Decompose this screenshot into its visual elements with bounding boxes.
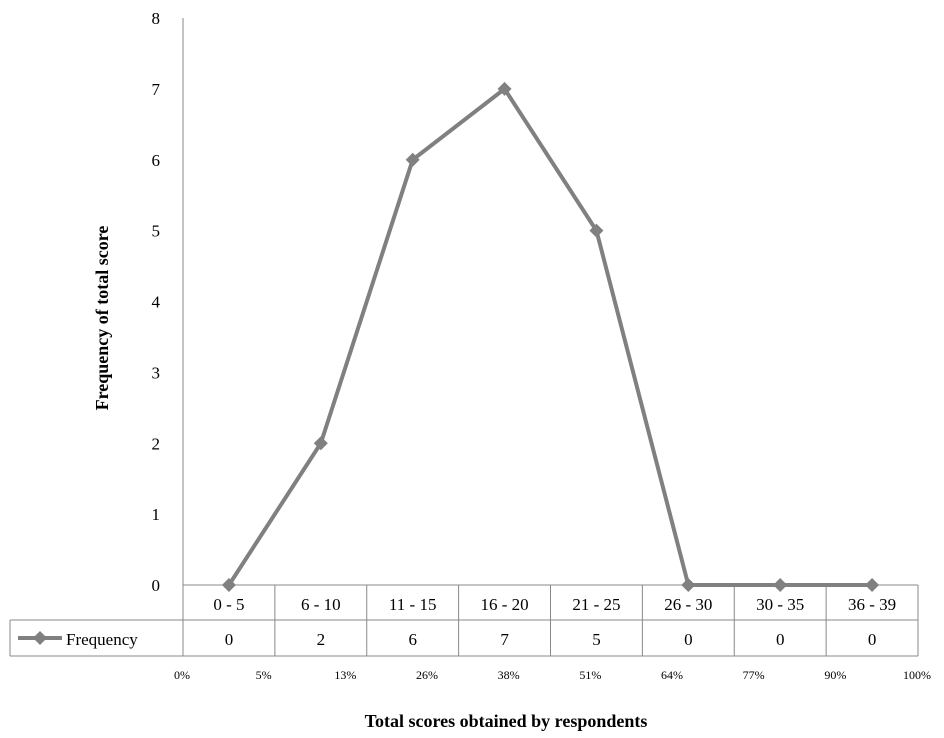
percent-label: 5% xyxy=(256,668,272,682)
percent-label: 51% xyxy=(579,668,601,682)
percent-label: 77% xyxy=(743,668,765,682)
y-tick-label: 6 xyxy=(152,151,161,170)
table-value: 0 xyxy=(868,630,877,649)
y-tick-label: 7 xyxy=(152,80,161,99)
legend-marker xyxy=(33,631,47,645)
y-tick-label: 3 xyxy=(152,363,161,382)
y-tick-label: 5 xyxy=(152,222,161,241)
x-category-label: 36 - 39 xyxy=(848,595,896,614)
y-axis-title: Frequency of total score xyxy=(92,226,112,411)
data-point-marker xyxy=(865,578,880,592)
x-category-label: 26 - 30 xyxy=(664,595,712,614)
data-point-marker xyxy=(589,223,604,238)
data-point-marker xyxy=(221,578,236,592)
y-tick-label: 0 xyxy=(152,576,161,595)
data-point-marker xyxy=(405,152,420,167)
legend-label: Frequency xyxy=(66,630,138,649)
data-point-marker xyxy=(497,81,512,96)
percent-label: 90% xyxy=(824,668,846,682)
y-tick-labels: 0 1 2 3 4 5 6 7 8 xyxy=(152,9,161,595)
data-point-marker xyxy=(773,578,788,592)
table-value: 7 xyxy=(500,630,509,649)
data-point-marker xyxy=(313,436,328,451)
table-value: 0 xyxy=(776,630,785,649)
data-point-marker xyxy=(681,578,696,592)
x-category-label: 6 - 10 xyxy=(301,595,341,614)
percent-labels: 0% 5% 13% 26% 38% 51% 64% 77% 90% 100% xyxy=(174,668,931,682)
x-axis-title: Total scores obtained by respondents xyxy=(365,711,648,731)
data-table: 0 - 5 6 - 10 11 - 15 16 - 20 21 - 25 26 - 30 3… xyxy=(9,584,919,657)
x-category-label: 0 - 5 xyxy=(213,595,244,614)
percent-label: 0% xyxy=(174,668,190,682)
x-category-label: 16 - 20 xyxy=(480,595,528,614)
y-tick-label: 8 xyxy=(152,9,161,28)
y-tick-label: 2 xyxy=(152,434,161,453)
table-value: 0 xyxy=(684,630,693,649)
table-value: 6 xyxy=(408,630,417,649)
y-tick-label: 4 xyxy=(152,293,161,312)
percent-label: 64% xyxy=(661,668,683,682)
series-line xyxy=(227,86,873,587)
table-value: 5 xyxy=(592,630,601,649)
series-frequency xyxy=(221,81,880,592)
x-category-label: 21 - 25 xyxy=(572,595,620,614)
percent-label: 100% xyxy=(903,668,931,682)
y-tick-label: 1 xyxy=(152,505,161,524)
x-category-label: 30 - 35 xyxy=(756,595,804,614)
table-value: 0 xyxy=(225,630,234,649)
table-value: 2 xyxy=(317,630,326,649)
percent-label: 13% xyxy=(334,668,356,682)
percent-label: 38% xyxy=(498,668,520,682)
x-category-label: 11 - 15 xyxy=(389,595,437,614)
percent-label: 26% xyxy=(416,668,438,682)
